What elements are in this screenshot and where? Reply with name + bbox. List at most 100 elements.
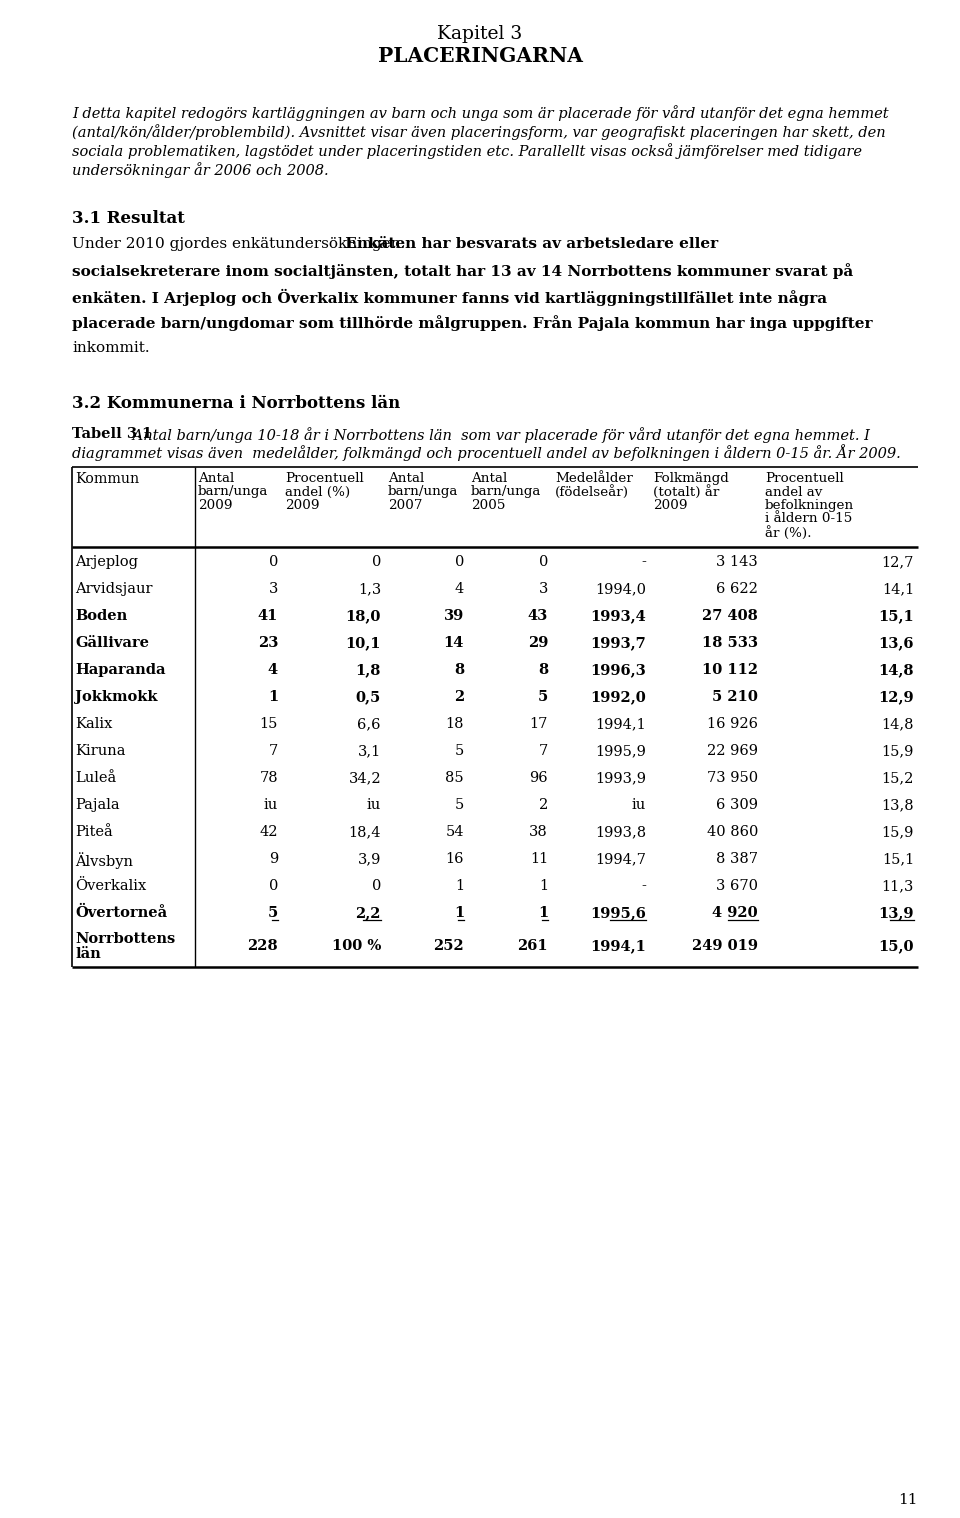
Text: 27 408: 27 408 xyxy=(703,609,758,622)
Text: 15,1: 15,1 xyxy=(881,852,914,865)
Text: 6 309: 6 309 xyxy=(716,798,758,812)
Text: Överkalix: Överkalix xyxy=(75,879,146,893)
Text: 22 969: 22 969 xyxy=(707,744,758,757)
Text: 12,7: 12,7 xyxy=(881,556,914,569)
Text: Folkmängd: Folkmängd xyxy=(653,472,729,484)
Text: 228: 228 xyxy=(248,940,278,953)
Text: 13,6: 13,6 xyxy=(878,636,914,650)
Text: Norrbottens: Norrbottens xyxy=(75,932,176,946)
Text: iu: iu xyxy=(367,798,381,812)
Text: 1993,8: 1993,8 xyxy=(595,824,646,839)
Text: 15,1: 15,1 xyxy=(878,609,914,622)
Text: län: län xyxy=(75,947,101,961)
Text: Antal: Antal xyxy=(198,472,234,484)
Text: 10 112: 10 112 xyxy=(702,663,758,677)
Text: 16 926: 16 926 xyxy=(707,716,758,732)
Text: 1: 1 xyxy=(455,879,464,893)
Text: 5: 5 xyxy=(455,744,464,757)
Text: 252: 252 xyxy=(433,940,464,953)
Text: 14,8: 14,8 xyxy=(878,663,914,677)
Text: 1994,1: 1994,1 xyxy=(595,716,646,732)
Text: 11,3: 11,3 xyxy=(881,879,914,893)
Text: sociala problematiken, lagstödet under placeringstiden etc. Parallellt visas ock: sociala problematiken, lagstödet under p… xyxy=(72,143,862,159)
Text: 1,8: 1,8 xyxy=(355,663,381,677)
Text: 15,9: 15,9 xyxy=(881,744,914,757)
Text: (totalt) år: (totalt) år xyxy=(653,486,719,499)
Text: 2: 2 xyxy=(539,798,548,812)
Text: 73 950: 73 950 xyxy=(707,771,758,785)
Text: 0: 0 xyxy=(372,556,381,569)
Text: Antal: Antal xyxy=(388,472,424,484)
Text: 1994,0: 1994,0 xyxy=(595,581,646,597)
Text: 9: 9 xyxy=(269,852,278,865)
Text: 41: 41 xyxy=(257,609,278,622)
Text: 16: 16 xyxy=(445,852,464,865)
Text: 15: 15 xyxy=(259,716,278,732)
Text: Medelålder: Medelålder xyxy=(555,472,633,484)
Text: 1994,7: 1994,7 xyxy=(595,852,646,865)
Text: 7: 7 xyxy=(539,744,548,757)
Text: 1: 1 xyxy=(268,691,278,704)
Text: 3: 3 xyxy=(539,581,548,597)
Text: 14: 14 xyxy=(444,636,464,650)
Text: 1993,9: 1993,9 xyxy=(595,771,646,785)
Text: 261: 261 xyxy=(517,940,548,953)
Text: 1,3: 1,3 xyxy=(358,581,381,597)
Text: socialsekreterare inom socialtjänsten, totalt har 13 av 14 Norrbottens kommuner : socialsekreterare inom socialtjänsten, t… xyxy=(72,263,853,279)
Text: 15,2: 15,2 xyxy=(881,771,914,785)
Text: 1992,0: 1992,0 xyxy=(590,691,646,704)
Text: 78: 78 xyxy=(259,771,278,785)
Text: 1: 1 xyxy=(539,879,548,893)
Text: Haparanda: Haparanda xyxy=(75,663,165,677)
Text: enkäten. I Arjeplog och Överkalix kommuner fanns vid kartläggningstillfället int: enkäten. I Arjeplog och Överkalix kommun… xyxy=(72,288,828,307)
Text: (födelseår): (födelseår) xyxy=(555,486,629,499)
Text: Arvidsjaur: Arvidsjaur xyxy=(75,581,153,597)
Text: iu: iu xyxy=(264,798,278,812)
Text: 2009: 2009 xyxy=(285,499,320,512)
Text: 4 920: 4 920 xyxy=(712,906,758,920)
Text: 2009: 2009 xyxy=(653,499,687,512)
Text: -: - xyxy=(641,556,646,569)
Text: 14,1: 14,1 xyxy=(881,581,914,597)
Text: undersökningar år 2006 och 2008.: undersökningar år 2006 och 2008. xyxy=(72,162,328,178)
Text: 0: 0 xyxy=(269,879,278,893)
Text: 0: 0 xyxy=(539,556,548,569)
Text: 3 670: 3 670 xyxy=(716,879,758,893)
Text: Kiruna: Kiruna xyxy=(75,744,126,757)
Text: 54: 54 xyxy=(445,824,464,839)
Text: barn/unga: barn/unga xyxy=(471,486,541,498)
Text: 5 210: 5 210 xyxy=(712,691,758,704)
Text: 14,8: 14,8 xyxy=(881,716,914,732)
Text: diagrammet visas även  medelålder, folkmängd och procentuell andel av befolkning: diagrammet visas även medelålder, folkmä… xyxy=(72,443,900,461)
Text: placerade barn/ungdomar som tillhörde målgruppen. Från Pajala kommun har inga up: placerade barn/ungdomar som tillhörde må… xyxy=(72,316,873,331)
Text: 40 860: 40 860 xyxy=(707,824,758,839)
Text: befolkningen: befolkningen xyxy=(765,499,854,512)
Text: 17: 17 xyxy=(530,716,548,732)
Text: 8: 8 xyxy=(454,663,464,677)
Text: 0: 0 xyxy=(372,879,381,893)
Text: andel (%): andel (%) xyxy=(285,486,350,498)
Text: 6 622: 6 622 xyxy=(716,581,758,597)
Text: 8 387: 8 387 xyxy=(716,852,758,865)
Text: 29: 29 xyxy=(528,636,548,650)
Text: 2007: 2007 xyxy=(388,499,422,512)
Text: 13,8: 13,8 xyxy=(881,798,914,812)
Text: 1: 1 xyxy=(454,906,464,920)
Text: 1995,6: 1995,6 xyxy=(590,906,646,920)
Text: 1993,4: 1993,4 xyxy=(590,609,646,622)
Text: 11: 11 xyxy=(530,852,548,865)
Text: 18 533: 18 533 xyxy=(702,636,758,650)
Text: Piteå: Piteå xyxy=(75,824,112,839)
Text: 2: 2 xyxy=(454,691,464,704)
Text: Älvsbyn: Älvsbyn xyxy=(75,852,133,868)
Text: Kapitel 3: Kapitel 3 xyxy=(438,24,522,43)
Text: 38: 38 xyxy=(529,824,548,839)
Text: Kalix: Kalix xyxy=(75,716,112,732)
Text: 3: 3 xyxy=(269,581,278,597)
Text: 96: 96 xyxy=(529,771,548,785)
Text: 5: 5 xyxy=(268,906,278,920)
Text: 15,0: 15,0 xyxy=(878,940,914,953)
Text: 249 019: 249 019 xyxy=(692,940,758,953)
Text: Arjeplog: Arjeplog xyxy=(75,556,138,569)
Text: Pajala: Pajala xyxy=(75,798,120,812)
